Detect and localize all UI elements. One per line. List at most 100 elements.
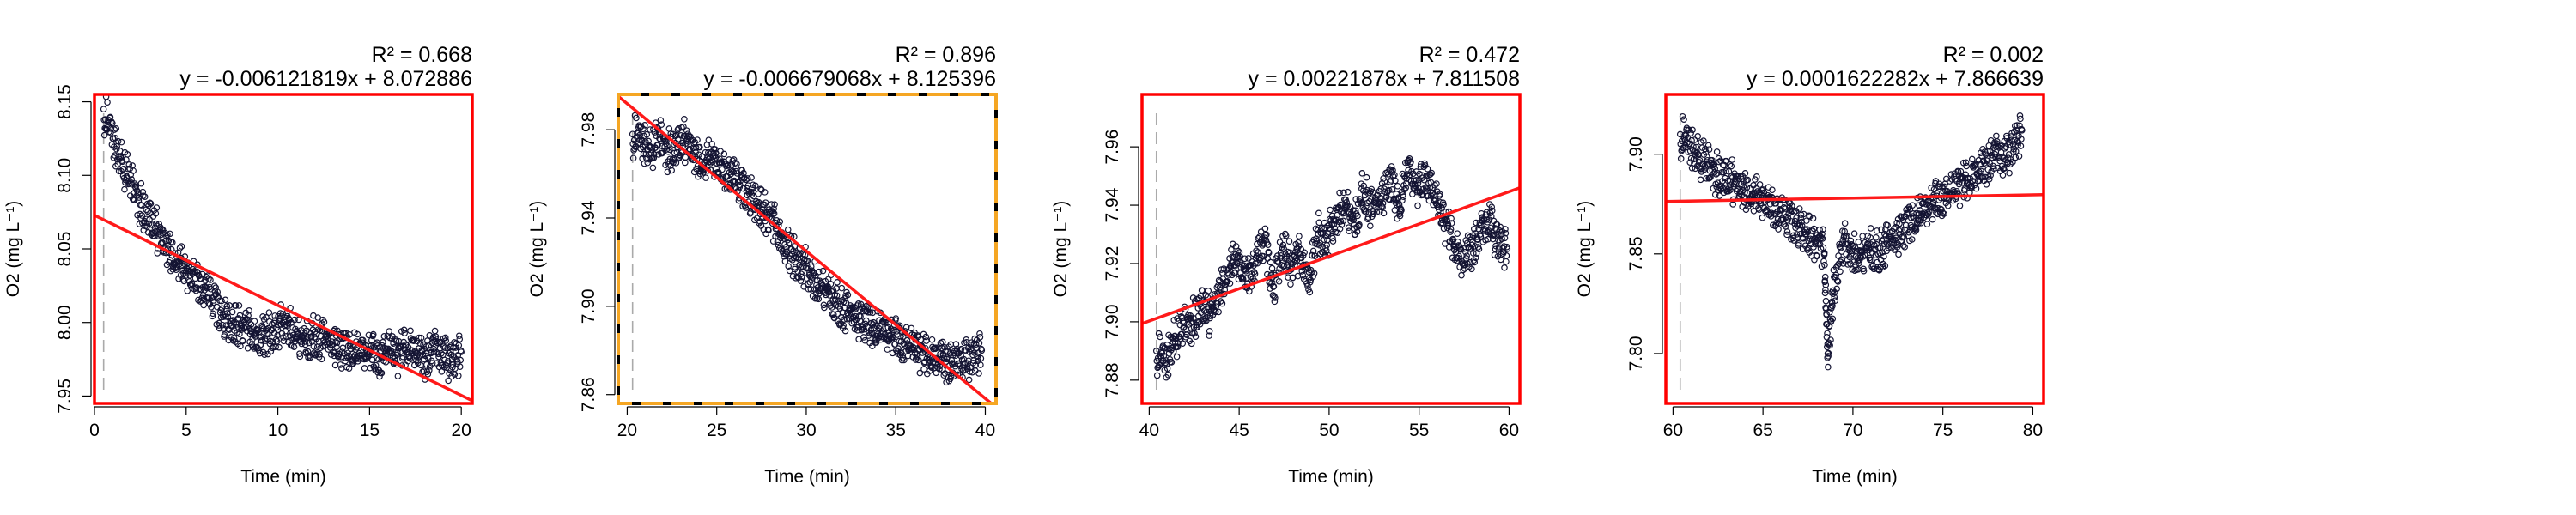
data-point (1455, 252, 1462, 260)
data-point (1880, 252, 1887, 260)
chart-panel-4: 60 65 70 75 80 7.80 7.85 7.90 Time (min) O2 (mg L… (1575, 43, 2045, 487)
data-point (1380, 175, 1387, 182)
data-point (819, 267, 827, 275)
data-point (1206, 332, 1212, 339)
data-point (1929, 215, 1936, 223)
data-point (1271, 298, 1279, 306)
data-point (1834, 278, 1842, 285)
data-point (1212, 303, 1220, 310)
data-point (2010, 148, 2017, 155)
data-point (319, 342, 327, 350)
data-point (852, 312, 860, 320)
data-point (1487, 230, 1494, 238)
data-point (168, 239, 176, 246)
y-tick-label: 7.85 (1626, 236, 1646, 271)
data-point (1881, 262, 1889, 270)
data-point (1996, 154, 2003, 162)
data-point (433, 338, 440, 345)
data-point (2014, 142, 2021, 148)
data-point (829, 304, 835, 311)
data-point (1391, 207, 1399, 214)
data-point (1954, 168, 1962, 175)
data-point (257, 341, 264, 348)
data-point (1884, 221, 1891, 229)
data-point (975, 355, 981, 362)
data-point (702, 148, 709, 156)
data-point (720, 174, 727, 181)
y-axis: 7.86 7.90 7.94 7.98 (579, 112, 616, 412)
data-point (1710, 168, 1718, 176)
regression-equation: y = -0.006121819x + 8.072886 (179, 67, 472, 91)
y-axis-title: O2 (mg L⁻¹) (1051, 201, 1071, 298)
data-point (830, 311, 837, 318)
data-point (438, 350, 445, 357)
data-point (1987, 136, 1995, 144)
x-tick-label: 25 (707, 421, 726, 440)
data-point (1837, 268, 1844, 276)
data-point (776, 218, 784, 226)
data-point (246, 307, 252, 314)
data-point (1796, 205, 1803, 212)
data-point (416, 334, 422, 342)
data-point (175, 275, 182, 282)
data-point (1394, 182, 1401, 190)
data-point (1308, 269, 1315, 276)
data-point (1502, 229, 1510, 237)
data-point (400, 326, 408, 334)
data-point (1309, 251, 1315, 259)
data-point (1713, 148, 1721, 155)
data-point (785, 263, 792, 270)
data-point (814, 276, 821, 284)
data-point (104, 99, 111, 106)
data-point (1686, 159, 1693, 166)
data-point (978, 347, 986, 354)
data-point (1226, 280, 1234, 287)
data-point (1215, 276, 1223, 284)
data-point (1428, 169, 1436, 177)
data-point (1263, 231, 1270, 239)
y-tick-label: 8.00 (55, 305, 75, 340)
data-point (637, 145, 644, 153)
data-point (145, 220, 153, 227)
regression-line (1142, 186, 1520, 325)
data-point (1855, 239, 1862, 245)
data-point (1463, 252, 1470, 259)
data-point (1502, 226, 1509, 233)
data-point (820, 301, 828, 309)
data-point (920, 366, 927, 373)
data-point (797, 277, 805, 284)
data-point (757, 185, 764, 193)
data-point (1825, 349, 1832, 357)
data-point (236, 330, 243, 337)
data-point (1680, 116, 1687, 124)
data-point (1679, 112, 1686, 120)
data-point (456, 363, 464, 371)
data-point (1814, 252, 1820, 260)
data-point (705, 136, 713, 144)
data-point (1447, 228, 1454, 235)
data-point (1336, 225, 1344, 233)
data-point (683, 127, 690, 134)
data-point (909, 344, 917, 351)
data-point (900, 356, 908, 364)
x-axis: 20 25 30 35 40 (617, 406, 995, 440)
data-point (1885, 244, 1892, 251)
data-point (1806, 213, 1814, 220)
data-point (1189, 294, 1197, 301)
data-point (928, 336, 936, 343)
data-point (1832, 297, 1839, 305)
data-point (1978, 165, 1985, 173)
data-point (1205, 288, 1212, 294)
data-point (1296, 233, 1303, 239)
data-point (1188, 315, 1195, 322)
data-point (1809, 215, 1817, 222)
data-point (1485, 235, 1492, 243)
data-point (1270, 282, 1278, 290)
data-point (972, 341, 980, 348)
data-point (182, 267, 190, 275)
data-point (1285, 274, 1291, 281)
data-point (1971, 181, 1978, 189)
data-point (2019, 127, 2026, 134)
data-point (1406, 155, 1413, 162)
data-point (1255, 234, 1262, 242)
